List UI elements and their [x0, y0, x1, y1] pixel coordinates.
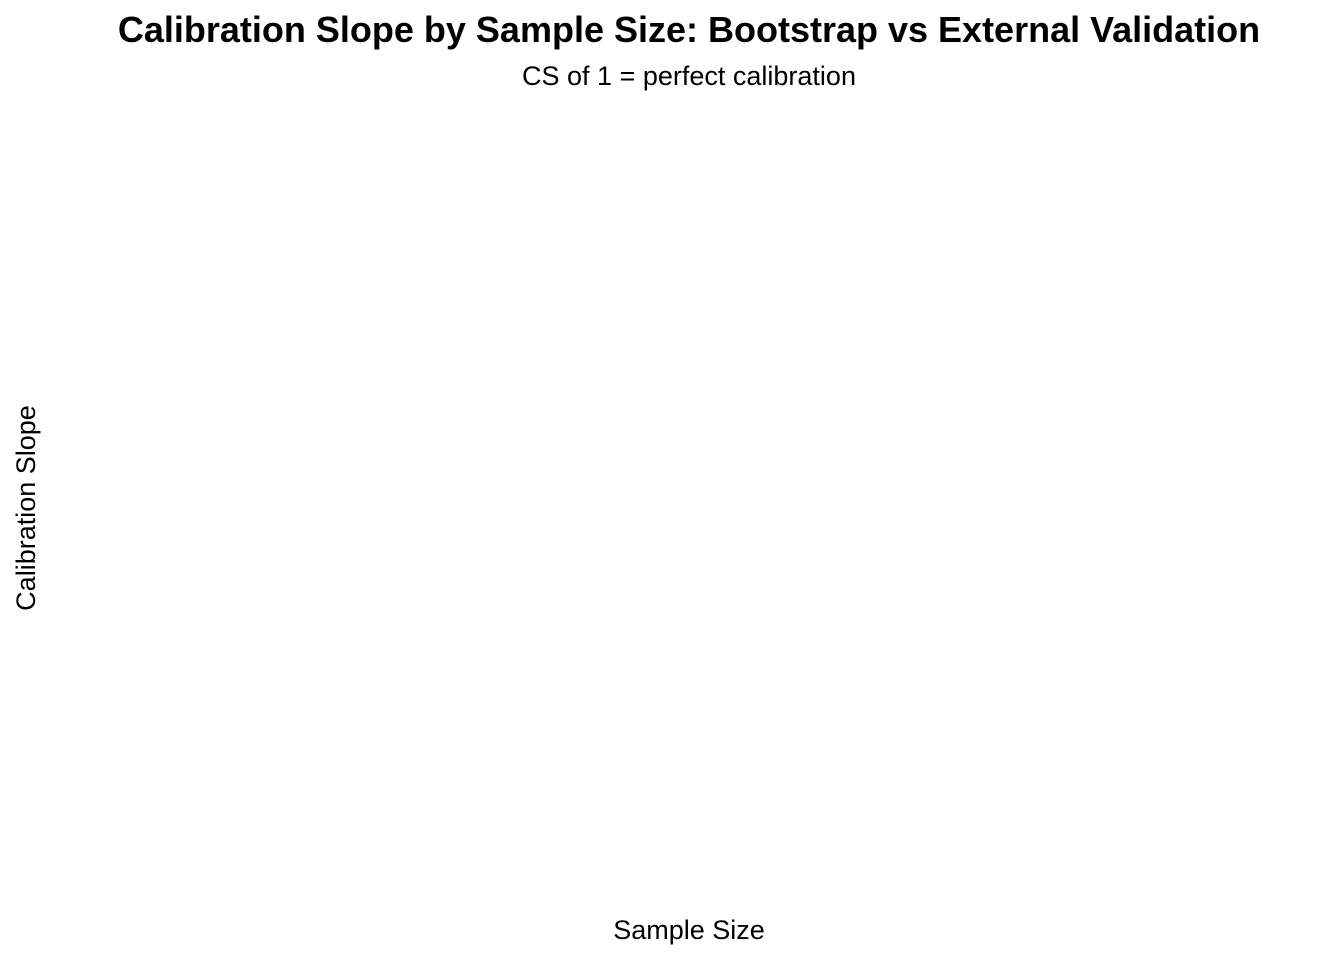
chart-title: Calibration Slope by Sample Size: Bootst…: [117, 9, 1261, 50]
y-axis-label: Calibration Slope: [11, 405, 41, 611]
plot-area: [95, 115, 1283, 895]
chart-subtitle: CS of 1 = perfect calibration: [522, 61, 856, 91]
plot-svg: [95, 115, 1283, 895]
x-axis-label: Sample Size: [613, 915, 765, 945]
